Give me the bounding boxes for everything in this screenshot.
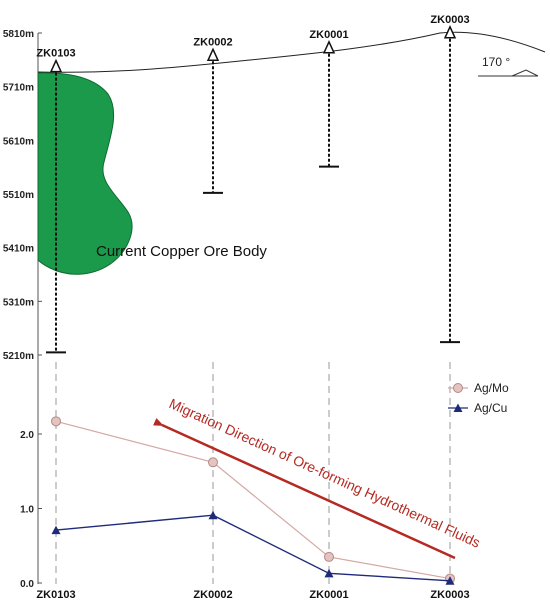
depth-tick-label: 5710m [3,83,34,94]
legend-entry: Ag/Cu [448,401,507,415]
data-point [51,525,61,535]
series-line [55,514,451,582]
series-ag-mo [51,416,455,584]
cross-section-panel: 5810m 5710m 5610m 5510m 5410m 5310m 5210m Curr… [3,14,546,362]
drillhole-collar-icon [322,39,336,54]
drillhole-zk0003: ZK0003 [430,14,470,344]
orientation-arrow-icon [478,69,539,77]
depth-tick-label: 5410m [3,244,34,255]
chart-y-tick-label: 0.0 [20,579,34,590]
depth-tick-label: 5610m [3,136,34,147]
legend-entry: Ag/Mo [448,381,509,395]
copper-ore-body [37,72,133,275]
chart-y-ticks: 0.0 1.0 2.0 [20,430,42,590]
ground-surface-line [37,31,546,73]
legend-marker [453,403,463,412]
legend-label: Ag/Cu [474,401,507,415]
drillhole-collar-icon [206,47,220,62]
ore-body-label: Current Copper Ore Body [96,243,267,260]
drillhole-label: ZK0001 [309,29,348,41]
migration-arrow [153,418,456,560]
data-point [208,510,218,520]
chart-x-label: ZK0003 [430,589,469,601]
migration-annotation: Migration Direction of Ore-forming Hydro… [153,395,483,560]
data-point [445,576,455,585]
legend-label: Ag/Mo [474,381,509,395]
depth-tick-label: 5210m [3,351,34,362]
drillhole-zk0002: ZK0002 [193,36,233,194]
drillhole-collar-icon [443,24,457,39]
series-ag-cu [51,510,455,585]
data-point [208,457,218,468]
data-point [324,568,334,578]
data-point [324,551,334,562]
depth-axis-ticks: 5810m 5710m 5610m 5510m 5410m 5310m 5210m [3,29,42,362]
drillhole-label: ZK0103 [36,48,75,60]
drillhole-collar-icon [49,58,63,73]
depth-tick-label: 5810m [3,29,34,40]
chart-legend: Ag/Mo Ag/Cu [448,381,509,415]
ratio-chart-panel: 0.0 1.0 2.0 Migration Direction of Ore-for… [20,360,509,601]
chart-x-label: ZK0002 [193,589,232,601]
drillhole-zk0001: ZK0001 [309,29,349,168]
drillhole-label: ZK0003 [430,14,469,26]
depth-tick-label: 5510m [3,190,34,201]
chart-x-label: ZK0103 [36,589,75,601]
orientation-indicator: 170 ° [478,55,539,77]
migration-label: Migration Direction of Ore-forming Hydro… [167,395,483,551]
drillhole-zk0103: ZK0103 [36,48,76,354]
chart-y-tick-label: 2.0 [20,430,34,441]
depth-tick-label: 5310m [3,297,34,308]
orientation-label: 170 ° [482,55,510,69]
data-point [51,416,61,427]
drillhole-guide-lines [55,362,451,584]
chart-y-tick-label: 1.0 [20,505,34,516]
legend-marker [453,383,463,393]
drillholes: ZK0103 ZK0002 ZK0001 ZK0003 [36,14,470,354]
drillhole-label: ZK0002 [193,36,232,48]
chart-x-labels: ZK0103 ZK0002 ZK0001 ZK0003 [36,589,469,601]
chart-series [51,416,455,585]
series-line [55,420,451,580]
chart-x-label: ZK0001 [309,589,348,601]
